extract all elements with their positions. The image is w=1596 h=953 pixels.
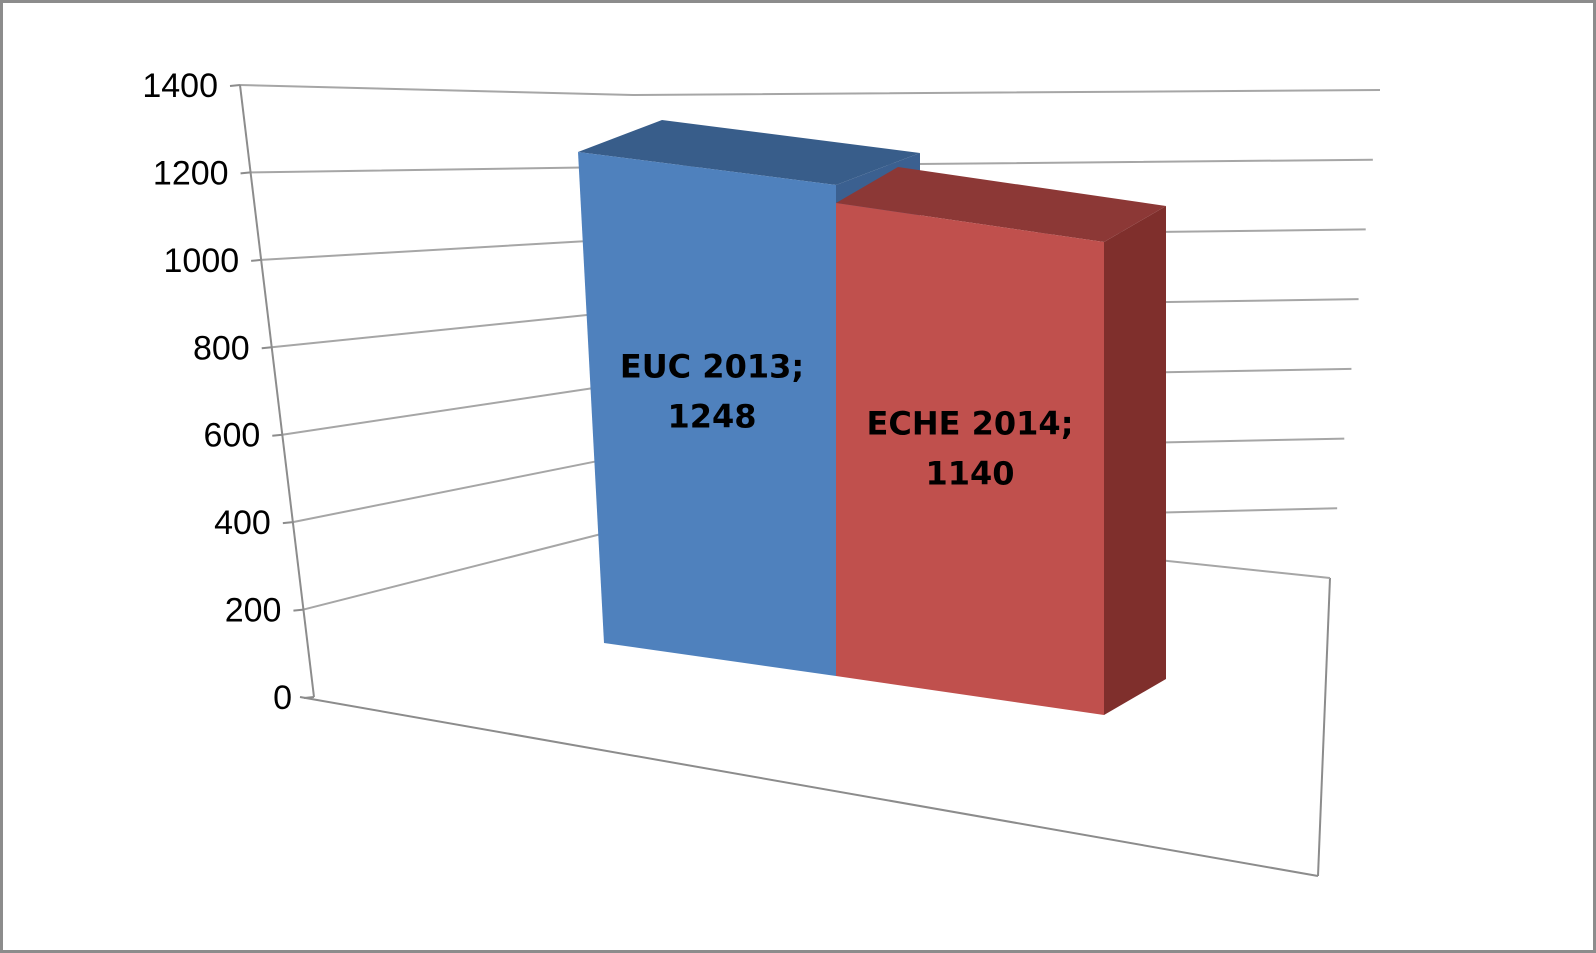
data-labels: EUC 2013; 1248 ECHE 2014; 1140 <box>620 348 1074 493</box>
bar-top-face <box>836 167 1166 242</box>
bar <box>836 203 1104 715</box>
y-tick-label: 800 <box>193 329 250 367</box>
y-tick-mark <box>251 258 262 262</box>
y-tick-label: 1000 <box>164 242 240 280</box>
y-tick-mark <box>282 521 293 525</box>
y-tick-label: 400 <box>214 504 271 542</box>
y-tick-mark <box>261 346 272 350</box>
floor-right-edge <box>1317 577 1331 877</box>
y-tick-label: 600 <box>204 417 261 455</box>
floor-front-edge <box>299 696 1319 877</box>
bars <box>578 120 1166 715</box>
gridline <box>239 84 1381 97</box>
y-tick-label: 1400 <box>142 67 218 105</box>
y-tick-mark <box>272 433 283 437</box>
y-tick-mark <box>303 696 315 699</box>
y-axis-ticks: 0 200 400 600 800 1000 1200 1400 <box>142 67 315 717</box>
data-label: 1140 <box>925 455 1014 493</box>
y-tick-mark <box>293 608 304 612</box>
bar-top-face <box>578 120 920 185</box>
data-label: ECHE 2014; <box>867 405 1074 443</box>
axes <box>239 84 1331 877</box>
y-tick-label: 1200 <box>153 154 229 192</box>
data-label: 1248 <box>667 398 756 436</box>
y-tick-label: 0 <box>273 679 292 717</box>
y-tick-label: 200 <box>225 592 282 630</box>
y-tick-mark <box>240 171 251 175</box>
y-axis-line <box>239 84 315 698</box>
bar <box>578 152 836 676</box>
bar-side-face <box>1104 206 1166 715</box>
data-label: EUC 2013; <box>620 348 804 386</box>
y-tick-mark <box>229 84 241 87</box>
